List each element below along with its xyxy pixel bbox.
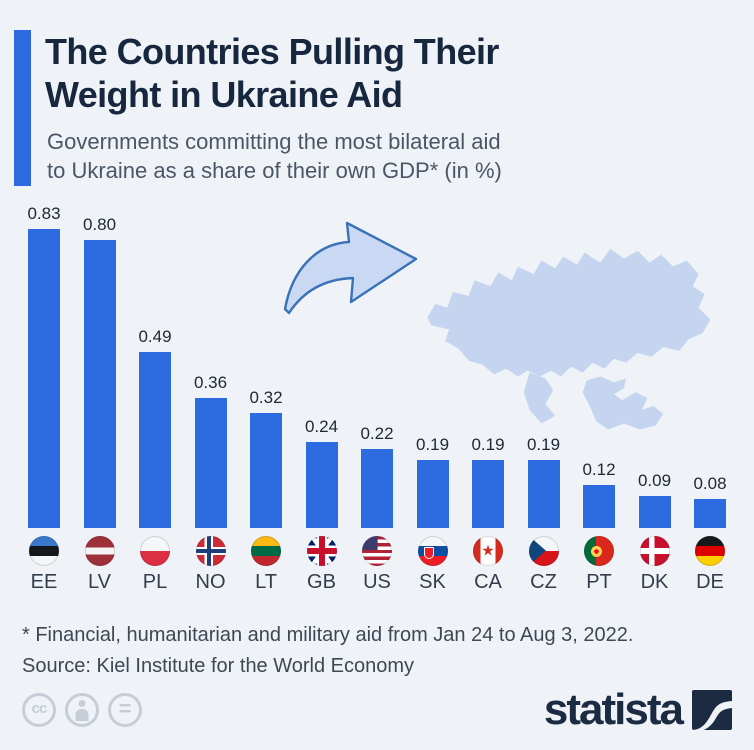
flag-no-icon <box>195 535 226 566</box>
bar-chart: 0.83 EE 0.80 LV 0.49 PL 0.36 <box>18 202 736 594</box>
flag-pl-icon <box>140 535 170 566</box>
country-code-label: PL <box>142 570 168 593</box>
source-text: Source: Kiel Institute for the World Eco… <box>22 654 415 677</box>
bar-column: 0.24 GB <box>296 417 348 594</box>
cc-icon <box>22 693 56 727</box>
bar <box>527 459 560 528</box>
ukraine-map-silhouette <box>427 248 711 430</box>
flag-lv-icon <box>84 535 115 566</box>
bar-column: 0.08 DE <box>684 474 736 594</box>
bar-value-label: 0.12 <box>582 459 616 479</box>
bar-columns: 0.83 EE 0.80 LV 0.49 PL 0.36 <box>18 204 736 594</box>
header: The Countries Pulling Their Weight in Uk… <box>0 0 754 186</box>
bar-column: 0.49 PL <box>129 327 181 594</box>
statista-logo-mark-icon <box>692 690 732 730</box>
title-accent-bar <box>14 30 31 186</box>
bar-column: 0.19 CZ <box>518 435 570 594</box>
flag-ca-icon <box>473 535 503 566</box>
bar-value-label: 0.22 <box>360 423 394 443</box>
country-code-label: DE <box>696 570 724 593</box>
bar-value-label: 0.08 <box>693 473 727 493</box>
country-code-label: CZ <box>530 570 557 593</box>
bar-column: 0.22 US <box>351 424 403 594</box>
statista-wordmark: statista <box>543 685 684 734</box>
bar <box>194 397 227 528</box>
page-title: The Countries Pulling Their Weight in Uk… <box>45 31 499 116</box>
bar <box>139 351 171 528</box>
country-code-label: EE <box>30 570 58 593</box>
flag-lt-icon <box>251 535 281 566</box>
bar <box>250 412 282 528</box>
subtitle-line2: to Ukraine as a share of their own GDP* … <box>47 157 502 183</box>
license-icons <box>22 693 142 727</box>
country-code-label: NO <box>195 570 226 593</box>
bar <box>83 239 116 528</box>
flag-pt-icon <box>584 535 614 566</box>
bar-column: 0.32 LT <box>240 388 292 594</box>
country-code-label: LV <box>88 570 111 593</box>
bar <box>305 441 338 528</box>
flag-de-icon <box>695 535 725 566</box>
bar-value-label: 0.19 <box>415 434 450 454</box>
bar-column: 0.80 LV <box>74 215 126 594</box>
curved-arrow-icon <box>283 221 418 314</box>
flag-dk-icon <box>639 535 670 566</box>
country-code-label: PT <box>586 570 612 593</box>
bar-column: 0.09 DK <box>629 471 681 594</box>
flag-cz-icon <box>528 535 559 566</box>
bar-value-label: 0.24 <box>304 416 339 436</box>
no-derivatives-icon <box>108 693 142 727</box>
bar-value-label: 0.36 <box>193 372 228 392</box>
header-text: The Countries Pulling Their Weight in Uk… <box>45 30 734 186</box>
bar <box>416 459 449 528</box>
country-code-label: DK <box>640 570 669 593</box>
country-code-label: GB <box>307 570 336 593</box>
bar-value-label: 0.19 <box>526 434 561 454</box>
bar <box>638 495 671 528</box>
bar-value-label: 0.32 <box>249 387 283 407</box>
chart-subtitle: Governments committing the most bilatera… <box>47 128 734 185</box>
statista-logo: statista <box>544 688 732 732</box>
bar-column: 0.83 EE <box>18 204 70 594</box>
bar-value-label: 0.19 <box>471 434 505 454</box>
bar-value-label: 0.83 <box>27 203 61 223</box>
bar-value-label: 0.09 <box>637 470 672 490</box>
flag-us-icon <box>362 535 392 566</box>
bottom-row: statista <box>22 688 732 732</box>
country-code-label: US <box>363 570 391 593</box>
country-code-label: CA <box>474 570 502 593</box>
bar <box>472 459 504 528</box>
footnote-text: * Financial, humanitarian and military a… <box>22 623 634 646</box>
bar <box>361 448 393 528</box>
flag-ee-icon <box>29 535 59 566</box>
bar <box>28 228 60 528</box>
bar <box>583 484 615 528</box>
footnotes: * Financial, humanitarian and military a… <box>22 620 754 682</box>
country-code-label: SK <box>419 570 446 593</box>
bar-value-label: 0.80 <box>82 214 117 234</box>
flag-sk-icon <box>417 535 448 566</box>
flag-gb-icon <box>306 535 337 566</box>
subtitle-line1: Governments committing the most bilatera… <box>47 129 501 155</box>
bar-column: 0.36 NO <box>185 373 237 594</box>
bar-value-label: 0.49 <box>138 326 172 346</box>
country-code-label: LT <box>255 570 277 593</box>
bar-column: 0.19 CA <box>462 435 514 594</box>
bar-column: 0.19 SK <box>407 435 459 594</box>
bar-column: 0.12 PT <box>573 460 625 594</box>
attribution-icon <box>65 693 99 727</box>
bar <box>694 498 726 528</box>
